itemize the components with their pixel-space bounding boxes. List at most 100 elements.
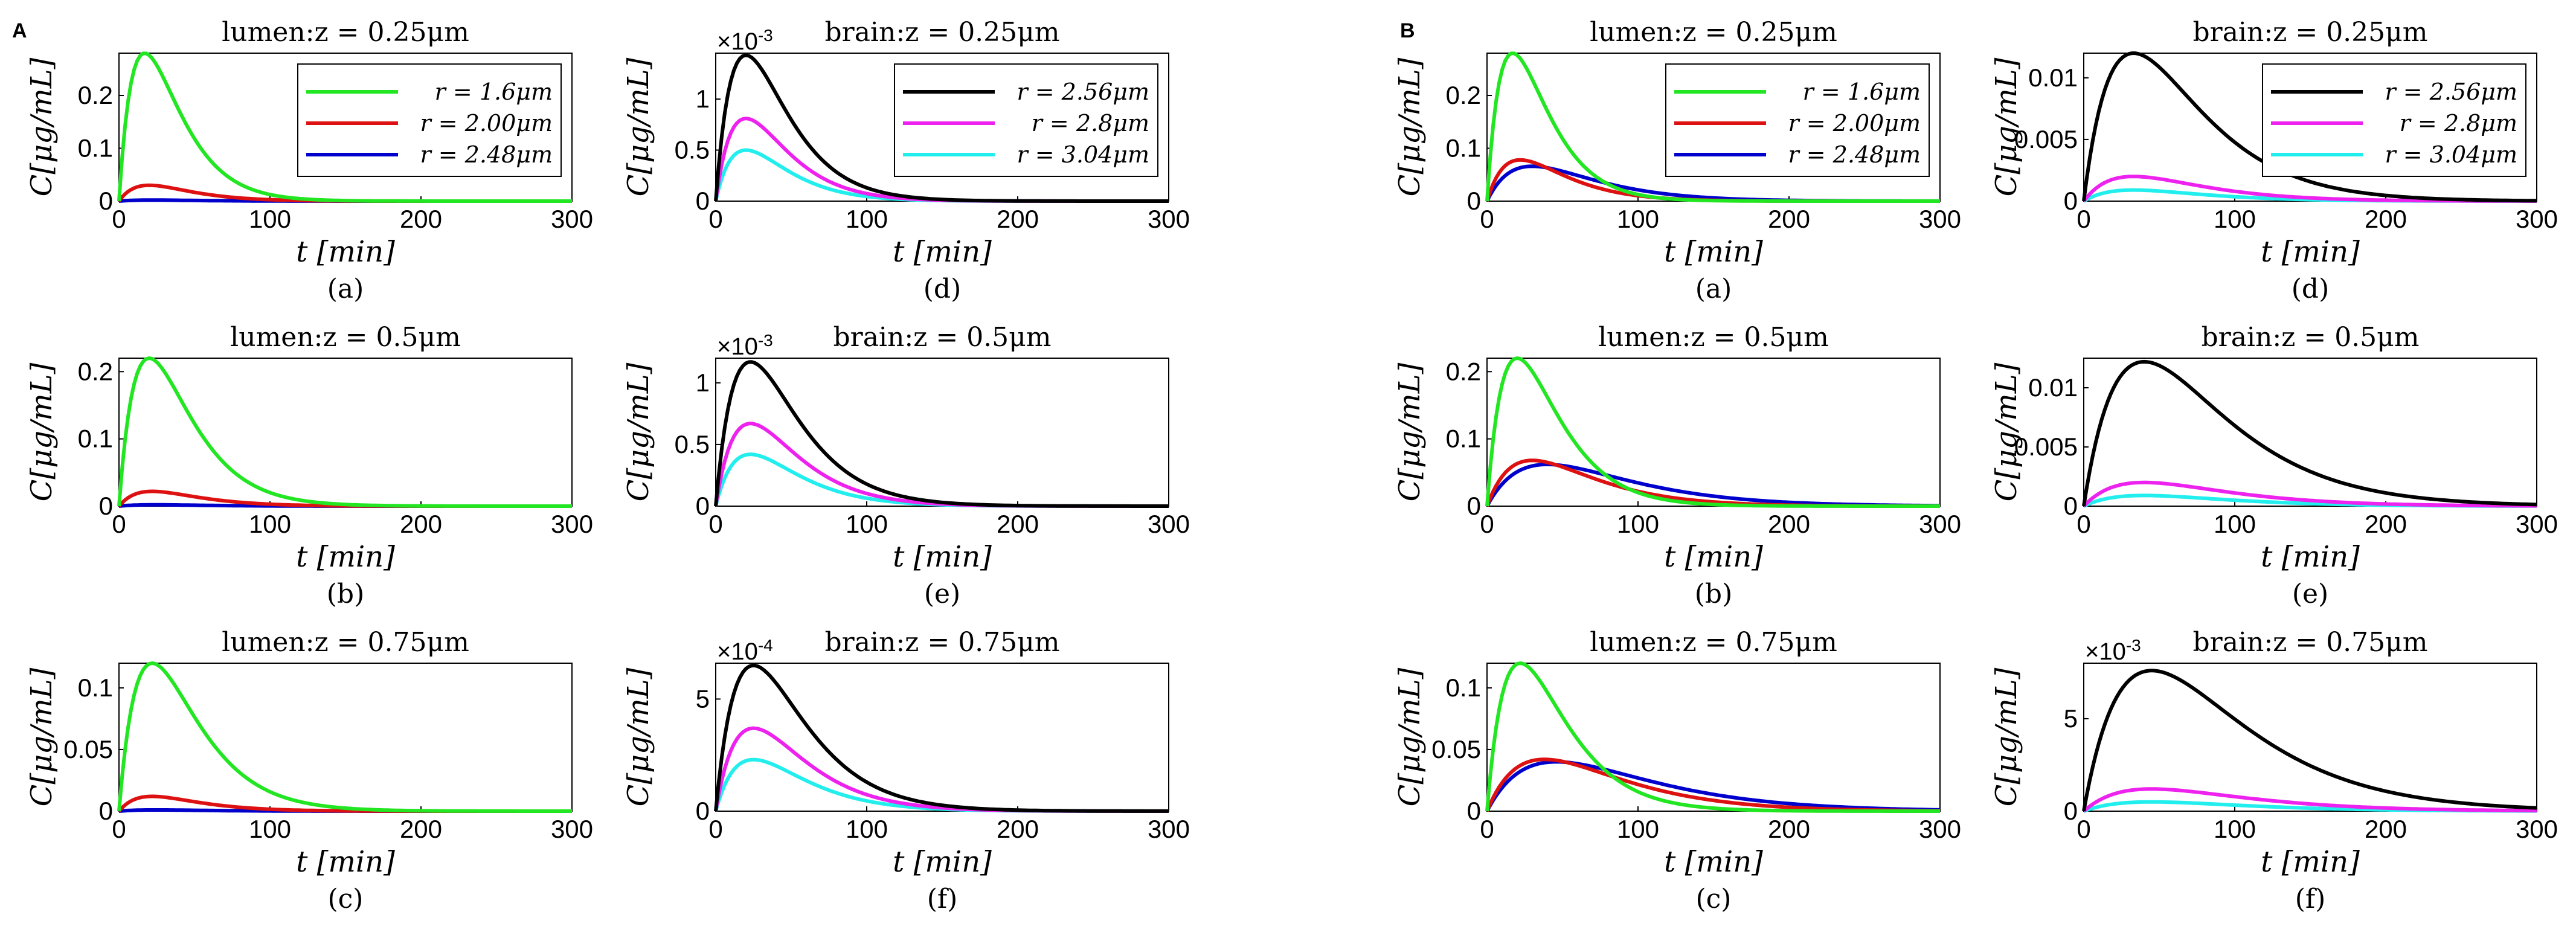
chart-A-f: brain:z = 0.75μm 0 100 200 300 0 5×10-4 t [min]… xyxy=(622,627,1190,914)
chart-title: lumen:z = 0.75μm xyxy=(1590,627,1837,658)
legend: r = 2.56μm r = 2.8μm r = 3.04μm xyxy=(2262,63,2526,177)
y-tick-label: 0.01 xyxy=(2028,373,2078,402)
x-tick-label: 200 xyxy=(997,510,1039,538)
series-line xyxy=(117,661,572,813)
x-tick-label: 100 xyxy=(846,205,888,233)
chart-title: lumen:z = 0.25μm xyxy=(222,17,469,48)
chart-B-c: lumen:z = 0.75μm 0 100 200 300 0 0.05 0.1 t [min… xyxy=(1393,627,1961,914)
x-axis-label: t [min] xyxy=(2261,540,2360,574)
chart-title: lumen:z = 0.5μm xyxy=(1598,322,1829,353)
plot-area xyxy=(715,663,1169,812)
series-line xyxy=(2082,51,2537,203)
x-axis-label: t [min] xyxy=(1664,235,1763,269)
legend-label: r = 2.8μm xyxy=(1032,110,1149,137)
series-line xyxy=(714,53,1169,203)
y-tick-label: 0 xyxy=(2064,492,2078,520)
chart-title: brain:z = 0.5μm xyxy=(2202,322,2420,353)
legend-label: r = 1.6μm xyxy=(435,79,553,105)
x-tick-label: 300 xyxy=(1919,815,1961,843)
x-tick-label: 0 xyxy=(2077,815,2090,843)
plot-area xyxy=(2083,663,2537,812)
subfigure-label: (e) xyxy=(924,579,960,609)
chart-title: lumen:z = 0.75μm xyxy=(222,627,469,658)
subfigure-label: (f) xyxy=(2295,884,2326,914)
plot-area xyxy=(715,358,1169,507)
chart-title: brain:z = 0.25μm xyxy=(825,17,1060,48)
y-axis-label: C[μg/mL] xyxy=(622,667,655,806)
y-tick-label: 0.05 xyxy=(63,735,113,763)
y-tick-label: 0 xyxy=(2064,797,2078,825)
series-line xyxy=(1485,51,1940,203)
x-axis-label: t [min] xyxy=(1664,540,1763,574)
chart-B-e: brain:z = 0.5μm 0 100 200 300 0 0.005 0.01 t [mi… xyxy=(1990,322,2558,609)
chart-title: brain:z = 0.25μm xyxy=(2193,17,2428,48)
series-line xyxy=(2082,359,2537,507)
x-axis-label: t [min] xyxy=(2261,235,2360,269)
x-tick-label: 300 xyxy=(1919,205,1961,233)
x-tick-label: 200 xyxy=(1768,815,1810,843)
y-axis-label: C[μg/mL] xyxy=(1393,57,1427,196)
legend-label: r = 2.8μm xyxy=(2400,110,2517,137)
legend-label: r = 2.48μm xyxy=(1788,141,1921,168)
x-axis-label: t [min] xyxy=(296,540,395,574)
subfigure-label: (b) xyxy=(327,579,365,609)
y-exponent: ×10-3 xyxy=(2085,636,2141,665)
x-tick-label: 300 xyxy=(551,510,593,538)
x-tick-label: 300 xyxy=(1919,510,1961,538)
y-axis-label: C[μg/mL] xyxy=(622,57,655,196)
x-tick-label: 300 xyxy=(551,815,593,843)
x-tick-label: 200 xyxy=(1768,510,1810,538)
subfigure-label: (f) xyxy=(927,884,958,914)
y-tick-label: 0.1 xyxy=(1446,673,1481,702)
y-tick-label: 0.005 xyxy=(2014,125,2078,153)
x-tick-label: 300 xyxy=(2516,510,2558,538)
subfigure-label: (d) xyxy=(923,274,962,304)
subfigure-label: (b) xyxy=(1695,579,1733,609)
chart-B-f: brain:z = 0.75μm 0 100 200 300 0 5 ×10-3 t [min]… xyxy=(1990,627,2558,914)
y-tick-label: 5 xyxy=(696,684,710,713)
legend-box xyxy=(894,63,1158,177)
x-tick-label: 100 xyxy=(846,510,888,538)
x-tick-label: 200 xyxy=(400,510,442,538)
legend-label: r = 3.04μm xyxy=(2385,141,2517,168)
x-tick-label: 300 xyxy=(551,205,593,233)
series-line xyxy=(2083,787,2537,813)
x-tick-label: 100 xyxy=(249,510,291,538)
series-line xyxy=(714,360,1169,508)
y-tick-label: 0.1 xyxy=(1446,425,1481,453)
x-axis-label: t [min] xyxy=(2261,845,2360,879)
x-tick-label: 100 xyxy=(1617,205,1659,233)
y-tick-label: 0.1 xyxy=(78,425,113,453)
y-tick-label: 0.005 xyxy=(2014,432,2078,461)
chart-title: lumen:z = 0.25μm xyxy=(1590,17,1837,48)
subfigure-label: (a) xyxy=(327,274,364,304)
chart-title: brain:z = 0.5μm xyxy=(834,322,1052,353)
series-line xyxy=(2082,669,2537,812)
x-tick-label: 0 xyxy=(708,815,722,843)
legend-label: r = 2.48μm xyxy=(420,141,553,168)
y-axis-label: C[μg/mL] xyxy=(25,57,59,196)
series-line xyxy=(2082,480,2537,508)
y-tick-label: 0 xyxy=(99,797,113,825)
y-axis-label: C[μg/mL] xyxy=(1393,362,1427,501)
panel-label-b: B xyxy=(1400,19,1415,42)
chart-title: lumen:z = 0.5μm xyxy=(230,322,461,353)
x-tick-label: 200 xyxy=(997,205,1039,233)
chart-A-b: lumen:z = 0.5μm 0 100 200 300 0 0.1 0.2 t [min] C… xyxy=(25,322,593,609)
y-tick-label: 0 xyxy=(2064,187,2078,215)
legend: r = 1.6μm r = 2.00μm r = 2.48μm xyxy=(297,63,562,177)
y-tick-label: 0 xyxy=(1467,187,1481,215)
x-tick-label: 100 xyxy=(249,815,291,843)
x-tick-label: 0 xyxy=(708,205,722,233)
y-tick-label: 1 xyxy=(696,85,710,113)
y-tick-label: 0.1 xyxy=(78,134,113,162)
y-tick-label: 0.5 xyxy=(675,136,710,164)
x-tick-label: 200 xyxy=(2365,815,2407,843)
legend-label: r = 3.04μm xyxy=(1017,141,1149,168)
y-tick-label: 0.2 xyxy=(1446,357,1481,385)
x-tick-label: 0 xyxy=(112,815,126,843)
x-tick-label: 0 xyxy=(2077,205,2090,233)
y-tick-label: 0 xyxy=(696,797,710,825)
